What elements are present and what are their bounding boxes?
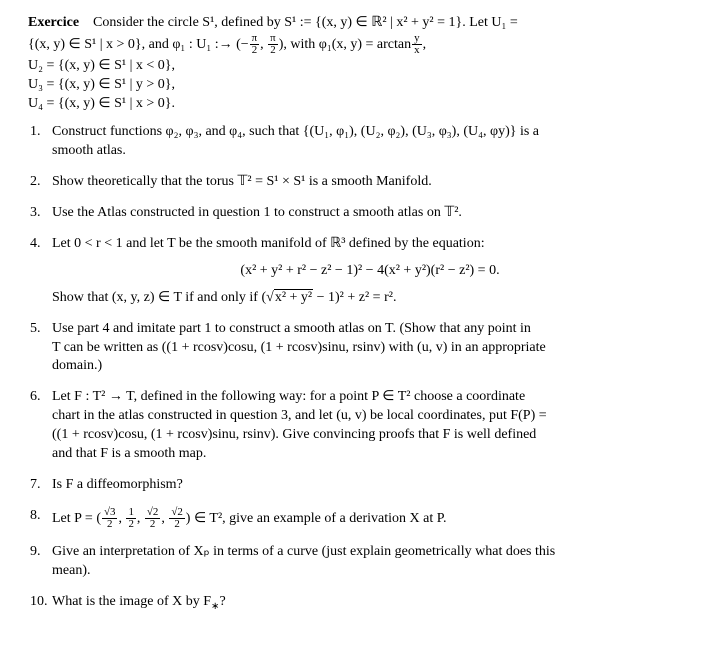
q1-text-b: smooth atlas. [52, 143, 126, 158]
frac-pi-2a: π2 [250, 33, 260, 57]
header-def-5: U₄ = {(x, y) ∈ S¹ | x > 0}. [28, 96, 175, 111]
q9-text-b: mean). [52, 563, 90, 578]
question-2: Show theoretically that the torus 𝕋² = S… [28, 173, 688, 192]
question-4: Let 0 < r < 1 and let T be the smooth ma… [28, 235, 688, 308]
q4-text-a: Let 0 < r < 1 and let T be the smooth ma… [52, 236, 485, 251]
q5-text-a: Use part 4 and imitate part 1 to constru… [52, 321, 531, 336]
question-list: Construct functions φ₂, φ₃, and φ₄, such… [28, 123, 688, 612]
q6-text-c: ((1 + rcosv)cosu, (1 + rcosv)sinu, rsinv… [52, 427, 536, 442]
question-7: Is F a diffeomorphism? [28, 476, 688, 495]
q5-text-c: domain.) [52, 358, 102, 373]
header-def-3: U₂ = {(x, y) ∈ S¹ | x < 0}, [28, 58, 175, 73]
q7-text: Is F a diffeomorphism? [52, 477, 183, 492]
question-9: Give an interpretation of Xₚ in terms of… [28, 543, 688, 581]
question-1: Construct functions φ₂, φ₃, and φ₄, such… [28, 123, 688, 161]
q6-text-b: chart in the atlas constructed in questi… [52, 408, 547, 423]
question-3: Use the Atlas constructed in question 1 … [28, 204, 688, 223]
frac-sqrt2-2a: √22 [145, 507, 160, 531]
exercise-header: Exercice Consider the circle S¹, defined… [28, 14, 688, 113]
q9-text-a: Give an interpretation of Xₚ in terms of… [52, 544, 555, 559]
q1-text-a: Construct functions φ₂, φ₃, and φ₄, such… [52, 124, 539, 139]
frac-pi-2b: π2 [268, 33, 278, 57]
q8-text: Let P = (√32, 12, √22, √22) ∈ T², give a… [52, 511, 446, 526]
q3-text: Use the Atlas constructed in question 1 … [52, 205, 462, 220]
q5-text-b: T can be written as ((1 + rcosv)cosu, (1… [52, 340, 546, 355]
frac-y-x: yx [412, 33, 421, 57]
q2-text: Show theoretically that the torus 𝕋² = S… [52, 174, 432, 189]
frac-1-2: 12 [126, 507, 135, 531]
question-10: What is the image of X by F∗? [28, 593, 688, 613]
question-8: Let P = (√32, 12, √22, √22) ∈ T², give a… [28, 507, 688, 531]
frac-sqrt2-2b: √22 [169, 507, 184, 531]
q4-equation: (x² + y² + r² − z² − 1)² − 4(x² + y²)(r²… [52, 262, 688, 281]
q4-text-b: Show that (x, y, z) ∈ T if and only if (… [52, 289, 396, 305]
sqrt-expr: x² + y² [274, 289, 313, 305]
header-def-4: U₃ = {(x, y) ∈ S¹ | y > 0}, [28, 77, 175, 92]
header-def-1: Consider the circle S¹, defined by S¹ :=… [93, 15, 518, 30]
question-6: Let F : T² → T, defined in the following… [28, 388, 688, 464]
header-def-2: {(x, y) ∈ S¹ | x > 0}, and φ₁ : U₁ :→ (−… [28, 37, 426, 52]
q10-text: What is the image of X by F∗? [52, 594, 226, 609]
q6-text-a: Let F : T² → T, defined in the following… [52, 389, 525, 404]
question-5: Use part 4 and imitate part 1 to constru… [28, 320, 688, 377]
exercise-label: Exercice [28, 15, 79, 30]
q6-text-d: and that F is a smooth map. [52, 446, 206, 461]
frac-sqrt3-2: √32 [102, 507, 117, 531]
